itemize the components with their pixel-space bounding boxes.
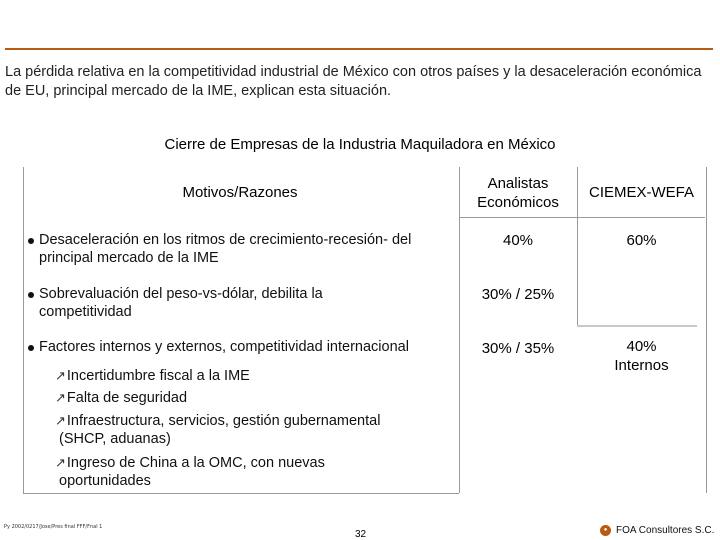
sub-item-label-line2: oportunidades — [59, 473, 151, 489]
row-motivo: Desaceleración en los ritmos de crecimie… — [39, 231, 459, 267]
sub-item-label: Ingreso de China a la OMC, con nuevas — [66, 455, 325, 471]
row-ciemex-line1: 40% — [626, 338, 657, 355]
header-analistas-line1: Analistas — [487, 175, 549, 192]
arrow-icon: ↗ — [55, 413, 66, 428]
header-ciemex: CIEMEX-WEFA — [588, 184, 694, 201]
bullet-icon — [28, 292, 34, 298]
footer-company: ● FOA Consultores S.C. — [600, 525, 714, 536]
table-title: Cierre de Empresas de la Industria Maqui… — [164, 136, 556, 153]
top-rule — [5, 48, 713, 50]
arrow-icon: ↗ — [55, 368, 66, 383]
sub-item: ↗Falta de seguridad — [55, 389, 187, 407]
page-number: 32 — [355, 529, 367, 540]
table-frame-bottom — [23, 493, 459, 494]
arrow-icon: ↗ — [55, 390, 66, 405]
header-analistas-line2: Económicos — [477, 194, 559, 211]
header-motivos: Motivos/Razones — [182, 184, 298, 201]
header-analistas: Analistas Económicos — [459, 174, 577, 212]
sub-item: ↗Infraestructura, servicios, gestión gub… — [55, 412, 380, 448]
row-motivo: Sobrevaluación del peso-vs-dólar, debili… — [39, 285, 459, 321]
row-motivo-line1: Factores internos y externos, competitiv… — [39, 339, 409, 355]
column-divider — [577, 167, 578, 327]
arrow-icon: ↗ — [55, 455, 66, 470]
company-name: FOA Consultores S.C. — [616, 525, 715, 536]
company-logo-icon: ● — [600, 525, 611, 536]
bullet-icon — [28, 345, 34, 351]
sub-item: ↗Incertidumbre fiscal a la IME — [55, 367, 250, 385]
bullet-icon — [28, 238, 34, 244]
table-frame — [23, 167, 707, 493]
sub-item: ↗Ingreso de China a la OMC, con nuevas o… — [55, 454, 325, 490]
intro-text: La pérdida relativa en la competitividad… — [5, 64, 702, 99]
row-divider — [459, 217, 705, 218]
row-analistas-value: 40% — [502, 232, 534, 249]
footer-file-path: Py 2002/0217/Jose/Pres final FFF/Fnal 1 — [4, 524, 103, 530]
row-analistas-value: 30% / 25% — [481, 286, 555, 303]
row-motivo-line1: Sobrevaluación del peso-vs-dólar, debili… — [39, 286, 323, 302]
sub-item-label: Infraestructura, servicios, gestión gube… — [66, 413, 381, 429]
row-motivo-line2: competitividad — [39, 304, 132, 320]
row-divider-shadow — [577, 325, 697, 327]
sub-item-label: Falta de seguridad — [66, 390, 188, 406]
row-motivo: Factores internos y externos, competitiv… — [39, 338, 459, 356]
row-analistas-value: 30% / 35% — [481, 340, 555, 357]
row-motivo-line2: principal mercado de la IME — [39, 250, 219, 266]
row-ciemex-value: 60% — [626, 232, 657, 249]
column-divider — [459, 167, 460, 493]
row-ciemex-line2: Internos — [614, 357, 669, 374]
sub-item-label: Incertidumbre fiscal a la IME — [66, 368, 250, 384]
row-motivo-line1: Desaceleración en los ritmos de crecimie… — [39, 232, 412, 248]
sub-item-label-line2: (SHCP, aduanas) — [59, 431, 171, 447]
row-ciemex-value: 40% Internos — [578, 337, 705, 375]
